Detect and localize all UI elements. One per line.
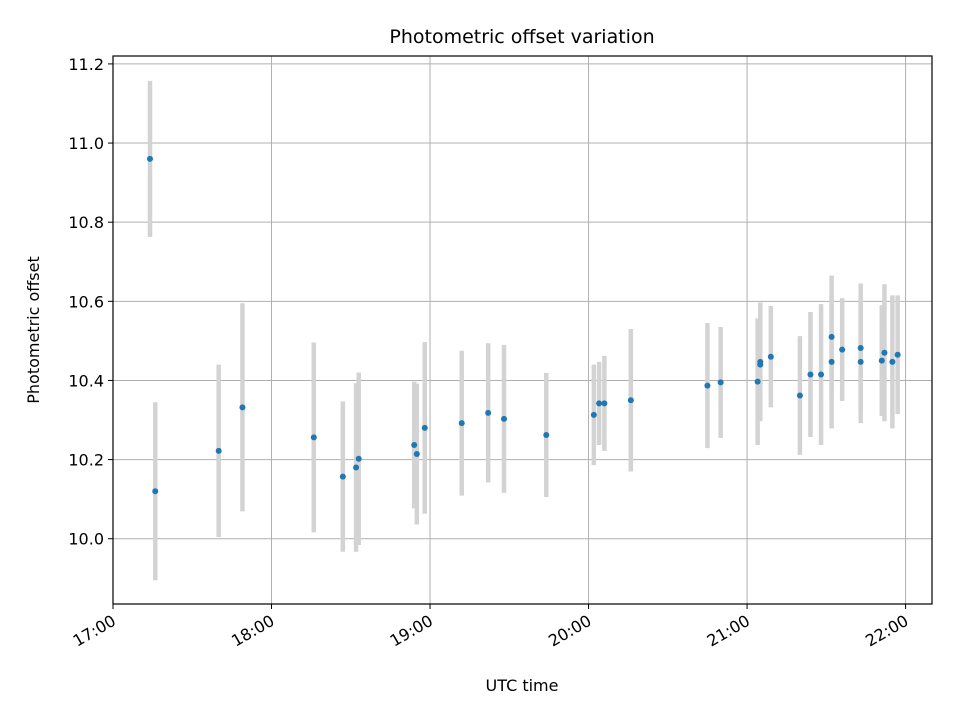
data-point bbox=[458, 420, 465, 427]
data-point bbox=[413, 451, 420, 458]
data-point bbox=[796, 392, 803, 399]
data-point bbox=[807, 371, 814, 378]
data-point bbox=[818, 371, 825, 378]
data-point bbox=[601, 400, 608, 407]
data-point bbox=[421, 424, 428, 431]
x-axis-title: UTC time bbox=[486, 676, 559, 695]
data-point bbox=[485, 409, 492, 416]
data-point bbox=[828, 333, 835, 340]
y-tick-label: 11.2 bbox=[68, 55, 104, 74]
data-point bbox=[543, 432, 550, 439]
y-tick-label: 11.0 bbox=[68, 134, 104, 153]
data-point bbox=[239, 404, 246, 411]
data-point bbox=[627, 397, 634, 404]
y-axis-title: Photometric offset bbox=[24, 256, 43, 404]
y-axis-ticks: 10.0 10.2 10.4 10.6 10.8 11.0 11.2 bbox=[68, 55, 113, 549]
data-point bbox=[704, 382, 711, 389]
data-point bbox=[152, 488, 159, 495]
data-point bbox=[146, 155, 153, 162]
data-point bbox=[881, 349, 888, 356]
data-point bbox=[757, 361, 764, 368]
data-point bbox=[754, 378, 761, 385]
y-tick-label: 10.8 bbox=[68, 213, 104, 232]
data-point bbox=[596, 400, 603, 407]
data-point bbox=[353, 464, 360, 471]
data-points bbox=[146, 155, 901, 495]
data-point bbox=[889, 358, 896, 365]
data-point bbox=[894, 351, 901, 358]
y-tick-label: 10.2 bbox=[68, 451, 104, 470]
data-point bbox=[857, 358, 864, 365]
y-tick-label: 10.4 bbox=[68, 371, 104, 390]
data-point bbox=[828, 358, 835, 365]
data-point bbox=[501, 415, 508, 422]
chart-title: Photometric offset variation bbox=[389, 26, 654, 48]
data-point bbox=[215, 447, 222, 454]
data-point bbox=[310, 434, 317, 441]
y-tick-label: 10.0 bbox=[68, 530, 104, 549]
data-point bbox=[857, 345, 864, 352]
data-point bbox=[767, 353, 774, 360]
data-point bbox=[355, 455, 362, 462]
data-point bbox=[878, 357, 885, 364]
data-point bbox=[717, 379, 724, 386]
data-point bbox=[839, 346, 846, 353]
y-tick-label: 10.6 bbox=[68, 292, 104, 311]
data-point bbox=[411, 441, 418, 448]
data-point bbox=[590, 411, 597, 418]
data-point bbox=[339, 473, 346, 480]
grid-lines bbox=[112, 56, 932, 604]
plot-frame bbox=[112, 55, 933, 605]
